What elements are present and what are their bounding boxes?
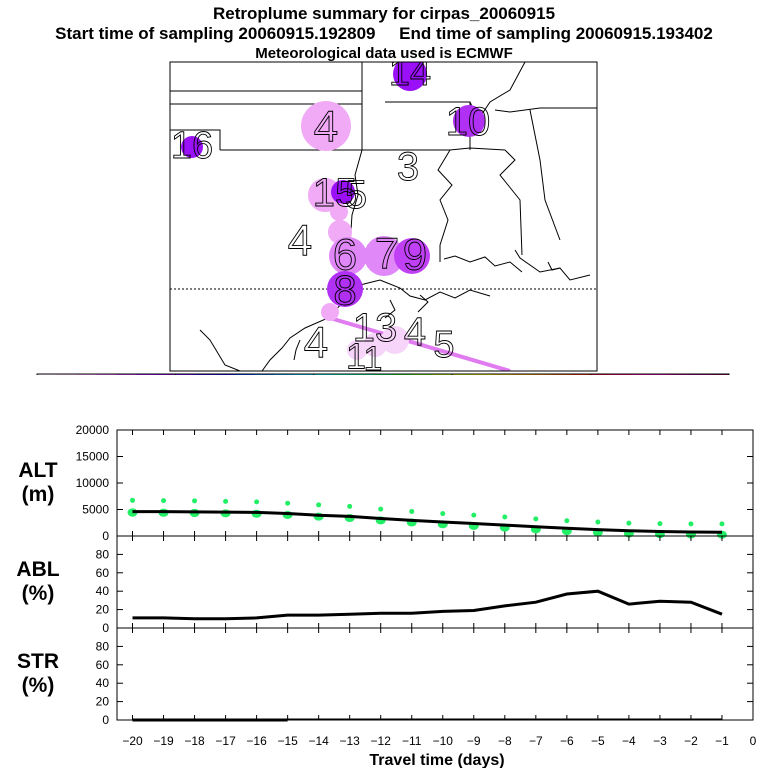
xtick-label: −17 [215,734,236,748]
ytick-label: 0 [102,529,109,543]
ytick-label: 0 [102,621,109,635]
panel-frame [116,627,754,721]
series-line-alt [132,510,723,534]
meteo-source: Meteorological data used is ECMWF [255,45,513,62]
map-label-3: 16 [171,125,213,167]
ylabel-str: STR [17,650,59,673]
x-axis-label: Travel time (days) [369,752,504,768]
ytick-label: 80 [96,639,110,653]
xtick-label: −12 [371,734,392,748]
xtick-label: −7 [529,734,543,748]
map-label-4: 3 [397,145,419,189]
alt-spread-marker [158,498,169,517]
xtick-label: −20 [122,734,143,748]
xtick-label: −3 [653,734,667,748]
ytick-label: 10000 [76,476,110,490]
chart-title: Retroplume summary for cirpas_20060915 [212,4,556,23]
xtick-label: −14 [308,734,329,748]
alt-spread-marker [654,521,665,539]
alt-spread-marker [499,514,510,532]
ytick-label: 20 [96,603,110,617]
alt-spread-marker [530,516,541,534]
map-label-13: 4 [404,310,426,354]
ytick-label: 20 [96,695,110,709]
ytick-label: 60 [96,658,110,672]
map-label-1: 4 [314,103,338,152]
alt-spread-marker [127,497,138,517]
alt-spread-marker [189,498,200,518]
xtick-label: −5 [591,734,605,748]
alt-spread-marker [561,518,572,536]
xtick-label: −10 [433,734,454,748]
ytick-label: 5000 [82,503,109,517]
map-label-8: 6 [333,231,357,280]
ytick-label: 60 [96,566,110,580]
plume-circles [181,62,485,360]
panel-str: 0 20 40 60 80 STR(%) [17,627,754,727]
xtick-label: −15 [277,734,298,748]
alt-spread-marker [468,512,479,530]
xtick-label: −8 [498,734,512,748]
alt-spread-marker [313,502,324,521]
alt-spread-marker [251,499,262,518]
xtick-label: −16 [246,734,267,748]
alt-spread-marker [375,506,386,525]
xtick-label: −1 [715,734,729,748]
xtick-label: −18 [184,734,205,748]
xtick-label: −19 [153,734,174,748]
xtick-label: −6 [560,734,574,748]
ytick-label: 0 [102,713,109,727]
map-label-6: 5 [345,173,367,217]
map-label-5: 15 [313,171,358,215]
map-label-14: 5 [433,324,454,366]
map-label-0: 14 [389,52,431,94]
ytick-label: 40 [96,676,110,690]
alt-spread-marker [623,520,634,538]
ylabel-alt: (m) [22,483,55,506]
map-label-12: 13 [353,306,398,350]
map-label-17: 1 [364,340,383,375]
xtick-label: −11 [402,734,422,748]
map-label-7: 4 [288,217,312,266]
ytick-label: 15000 [76,450,110,464]
map-label-9: 7 [375,230,399,279]
alt-spread-marker [220,498,231,518]
alt-spread-marker [344,503,355,522]
alt-spread-marker [716,521,727,539]
ytick-label: 80 [96,547,110,561]
ylabel-str: (%) [22,674,55,697]
altitude-colorbar: 040008000120001600020000Altitude (m) [36,373,730,375]
ylabel-abl: (%) [22,582,55,605]
map-label-15: 4 [304,319,328,368]
ylabel-alt: ALT [18,459,57,482]
x-axis: −20 −19 −18 −17 −16 −15 −14 −13 −12 −11 −10 −9 −8 −7−… [122,734,756,768]
trajectory-line [329,316,511,371]
map-label-16: 1 [346,336,366,376]
ytick-label: 40 [96,584,110,598]
panel-abl: 0 20 40 60 80 ABL(%) [16,535,754,635]
alt-spread-marker [685,521,696,539]
alt-spread-marker [437,511,448,529]
map-label-11: 8 [333,267,356,314]
ytick-label: 20000 [76,423,110,437]
panel-alt: 0 5000 10000 15000 20000 ALT(m) [18,423,754,543]
sampling-times: Start time of sampling 20060915.192809 E… [55,24,713,43]
alt-spread-marker [592,519,603,537]
ylabel-abl: ABL [16,558,59,581]
map-label-2: 10 [446,100,491,144]
xtick-label: −2 [684,734,698,748]
map-label-10: 9 [403,231,427,280]
xtick-label: −13 [340,734,361,748]
xtick-label: −4 [622,734,636,748]
alt-spread-marker [406,508,417,527]
xtick-label: −9 [467,734,481,748]
panel-frame [116,535,754,629]
alt-spread-marker [282,500,293,519]
series-line-abl [132,589,723,621]
panel-frame [116,429,754,537]
map-frame [169,61,598,372]
xtick-label: 0 [750,734,757,748]
